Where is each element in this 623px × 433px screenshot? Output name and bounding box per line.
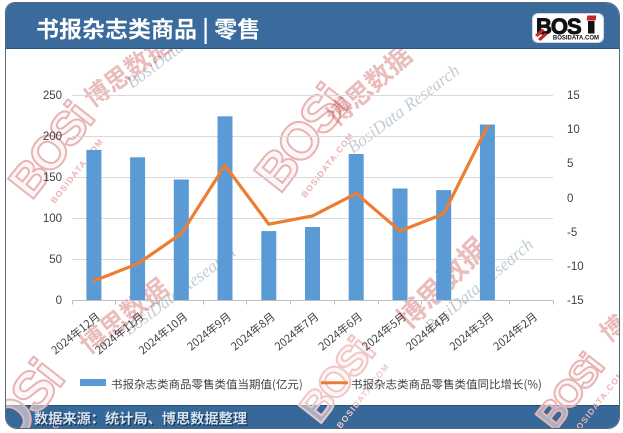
svg-text:100: 100 xyxy=(43,213,62,225)
svg-text:-15: -15 xyxy=(567,295,584,307)
svg-text:5: 5 xyxy=(567,158,573,170)
svg-text:0: 0 xyxy=(567,193,573,205)
svg-text:-10: -10 xyxy=(567,261,584,273)
svg-text:-5: -5 xyxy=(567,227,577,239)
svg-text:200: 200 xyxy=(43,131,62,143)
svg-text:150: 150 xyxy=(43,172,62,184)
svg-text:50: 50 xyxy=(49,254,62,266)
svg-text:250: 250 xyxy=(43,90,62,102)
svg-text:15: 15 xyxy=(567,90,580,102)
svg-text:10: 10 xyxy=(567,124,580,136)
svg-text:0: 0 xyxy=(56,295,62,307)
